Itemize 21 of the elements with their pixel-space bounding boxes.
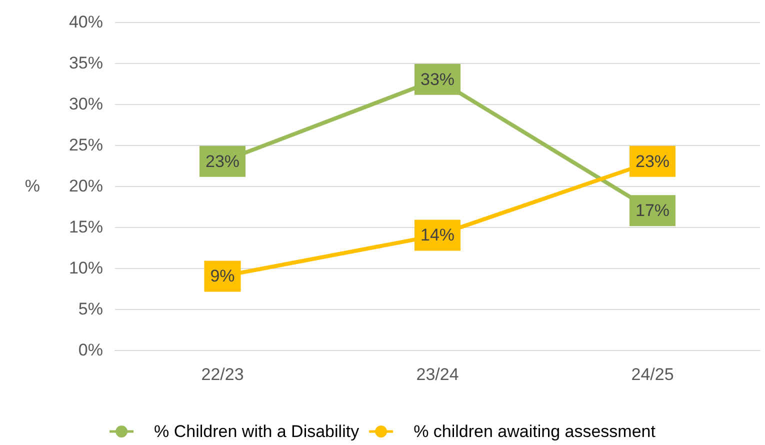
x-tick-label: 22/23: [201, 365, 244, 384]
y-tick-label: 30%: [68, 94, 103, 114]
x-tick-label: 24/25: [631, 365, 674, 384]
data-label: 33%: [420, 70, 455, 89]
y-tick-label: 10%: [68, 258, 103, 278]
x-tick-label: 23/24: [416, 365, 459, 384]
y-tick-label: 0%: [78, 340, 103, 360]
y-tick-label: 5%: [78, 300, 103, 318]
legend-label: % children awaiting assessment: [414, 422, 656, 441]
y-tick-label: 15%: [68, 218, 103, 236]
data-label: 23%: [635, 152, 670, 171]
data-label: 14%: [420, 226, 455, 245]
y-tick-label: 20%: [68, 176, 103, 196]
data-label: 9%: [210, 266, 235, 286]
data-label: 23%: [205, 152, 240, 171]
y-tick-label: 25%: [68, 136, 103, 154]
y-axis-title: %: [24, 176, 40, 196]
data-label: 17%: [635, 201, 670, 220]
y-tick-label: 40%: [68, 12, 103, 32]
y-tick-label: 35%: [68, 54, 103, 72]
legend-label: % Children with a Disability: [154, 422, 360, 441]
